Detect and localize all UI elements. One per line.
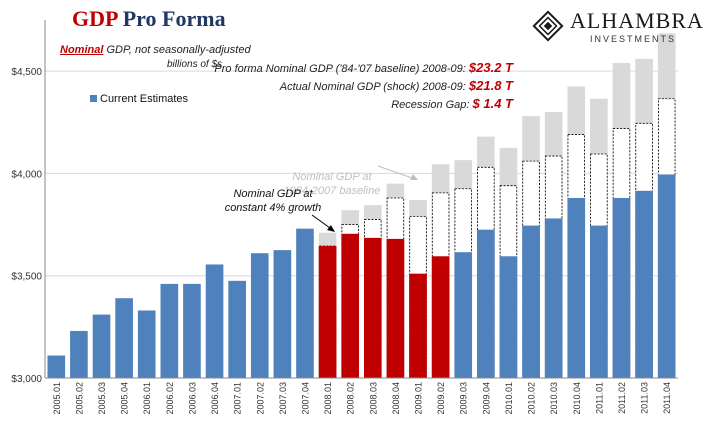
x-tick-label: 2010.03	[549, 382, 559, 415]
x-tick-label: 2011.03	[640, 382, 650, 414]
x-tick-label: 2006.03	[187, 382, 197, 415]
current-estimate-bar	[92, 314, 111, 378]
annotation-baseline-line2: 1984-2007 baseline	[284, 185, 381, 197]
stat-pro-forma-label: Pro forma Nominal GDP ('84-'07 baseline)…	[214, 63, 466, 75]
stat-gap-value: $ 1.4 T	[472, 96, 513, 111]
x-tick-label: 2011.02	[617, 382, 627, 414]
current-estimate-bar	[296, 228, 314, 378]
x-tick-label: 2006.01	[142, 382, 152, 415]
current-estimate-bar	[228, 280, 246, 378]
legend-label: Current Estimates	[100, 93, 189, 105]
current-estimate-bar	[341, 233, 360, 378]
annotation-growth-line2: constant 4% growth	[225, 202, 322, 214]
current-estimate-bar	[386, 238, 405, 378]
arrowhead-icon	[410, 174, 418, 180]
current-estimate-bar	[657, 174, 676, 378]
x-tick-label: 2009.03	[459, 382, 469, 415]
alhambra-logo: ALHAMBRA INVESTMENTS	[530, 8, 703, 48]
stat-recession-gap: Recession Gap: $ 1.4 T	[391, 96, 513, 111]
current-estimate-bar	[567, 197, 586, 378]
x-tick-label: 2009.01	[414, 382, 424, 415]
y-tick-label: $4,500	[11, 67, 42, 78]
x-tick-label: 2008.01	[323, 382, 333, 415]
stat-actual: Actual Nominal GDP (shock) 2008-09: $21.…	[280, 78, 513, 93]
annotation-baseline-arrow	[377, 165, 413, 179]
stat-gap-label: Recession Gap:	[391, 99, 470, 111]
current-estimate-bar	[183, 283, 201, 378]
x-tick-label: 2007.04	[300, 382, 310, 415]
current-estimate-bar	[205, 264, 224, 378]
current-estimate-bar	[363, 237, 382, 378]
x-tick-labels: 2005.01 2005.02 2005.03 2005.04 2006.01 2006.…	[52, 382, 672, 415]
y-tick-label: $3,500	[11, 272, 42, 283]
current-estimate-bar	[522, 225, 540, 378]
current-estimate-bar	[635, 190, 653, 378]
current-estimate-bar	[318, 246, 337, 378]
current-estimate-bar	[47, 355, 66, 378]
current-estimate-bar	[273, 250, 292, 378]
axes	[44, 20, 678, 379]
x-tick-label: 2007.03	[278, 382, 288, 415]
current-estimate-bar	[590, 225, 608, 378]
annotation-growth-line1: Nominal GDP at	[233, 188, 313, 200]
annotation-baseline-line1: Nominal GDP at	[292, 171, 372, 183]
current-estimate-bar	[137, 310, 156, 378]
current-estimate-bar	[499, 256, 518, 378]
y-tick-labels: $3,000 $3,500 $4,000 $4,500	[11, 67, 42, 385]
x-tick-label: 2005.02	[74, 382, 84, 415]
logo-sub: INVESTMENTS	[590, 34, 677, 44]
current-estimate-bar	[431, 256, 450, 378]
x-tick-label: 2009.02	[436, 382, 446, 415]
chart-title: GDP Pro Forma	[72, 6, 226, 32]
x-tick-label: 2011.01	[594, 382, 604, 414]
y-tick-label: $3,000	[11, 374, 42, 385]
current-estimate-bar	[409, 273, 427, 378]
stat-actual-label: Actual Nominal GDP (shock) 2008-09:	[279, 81, 466, 93]
x-tick-label: 2011.04	[662, 382, 672, 414]
stat-actual-value: $21.8 T	[468, 78, 513, 93]
current-estimate-bar	[612, 197, 631, 378]
x-tick-label: 2006.04	[210, 382, 220, 415]
current-estimate-bar	[160, 283, 179, 378]
x-tick-label: 2007.02	[255, 382, 265, 415]
logo-mark-icon	[532, 10, 564, 42]
x-tick-label: 2006.02	[165, 382, 175, 415]
stat-pro-forma: Pro forma Nominal GDP ('84-'07 baseline)…	[214, 60, 513, 75]
x-tick-label: 2007.01	[233, 382, 243, 415]
logo-name: ALHAMBRA	[570, 8, 704, 33]
x-tick-label: 2008.03	[368, 382, 378, 415]
x-tick-label: 2010.01	[504, 382, 514, 415]
title-pro-forma: Pro Forma	[122, 6, 226, 31]
stat-pro-forma-value: $23.2 T	[468, 60, 513, 75]
x-tick-label: 2008.02	[346, 382, 356, 415]
x-tick-label: 2008.04	[391, 382, 401, 415]
current-estimate-bar	[250, 253, 269, 378]
current-estimate-bars	[47, 174, 676, 378]
legend: Current Estimates	[90, 93, 188, 105]
current-estimate-bar	[454, 252, 473, 378]
subtitle-nominal: Nominal	[60, 44, 104, 56]
title-gdp: GDP	[72, 6, 118, 31]
units-label: billions of $s	[167, 59, 223, 70]
y-tick-label: $4,000	[11, 169, 42, 180]
x-tick-label: 2010.04	[572, 382, 582, 415]
current-estimate-bar	[115, 298, 133, 378]
x-tick-label: 2010.02	[527, 382, 537, 415]
current-estimate-bar	[544, 218, 563, 378]
x-tick-label: 2005.04	[120, 382, 130, 415]
legend-swatch	[90, 95, 97, 102]
chart-subtitle: Nominal GDP, not seasonally-adjusted	[60, 44, 251, 56]
current-estimate-bar	[70, 330, 88, 378]
x-tick-label: 2005.03	[97, 382, 107, 415]
x-tick-label: 2005.01	[52, 382, 62, 415]
current-estimate-bar	[477, 229, 495, 378]
arrowhead-icon	[327, 225, 335, 232]
subtitle-rest: GDP, not seasonally-adjusted	[103, 44, 251, 56]
annotation-growth-arrow	[311, 214, 331, 229]
x-tick-label: 2009.04	[481, 382, 491, 415]
